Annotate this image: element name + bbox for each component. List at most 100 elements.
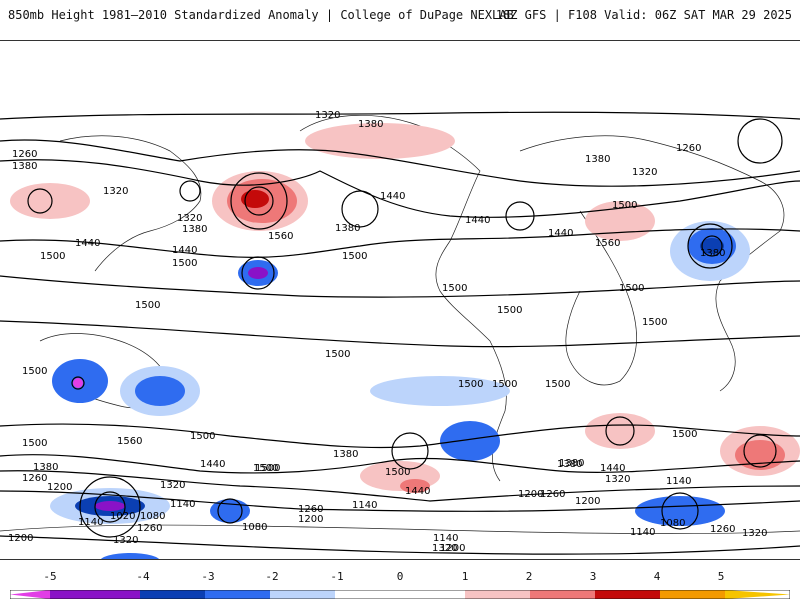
contour-label: 1200 <box>47 482 72 493</box>
contour-label: 1320 <box>177 213 202 224</box>
contour-label: 1380 <box>182 224 207 235</box>
contour-label: 1380 <box>585 154 610 165</box>
contour-label: 1260 <box>22 473 47 484</box>
contour-label: 1380 <box>12 161 37 172</box>
colorbar-pos3 <box>595 590 660 599</box>
contour-label: 1560 <box>268 231 293 242</box>
colorbar-pos-tip <box>725 590 790 599</box>
contour-label: 1140 <box>78 517 103 528</box>
contour-label: 1140 <box>433 533 458 544</box>
colorbar-pos4 <box>660 590 725 599</box>
contour-label: 1440 <box>405 486 430 497</box>
contour-label: 1560 <box>595 238 620 249</box>
contour-label: 1200 <box>298 514 323 525</box>
contour-label: 1080 <box>242 522 267 533</box>
contour-labels: 1320 1380 1260 1380 1320 1320 1380 1560 … <box>8 110 767 554</box>
contour-label: 1320 <box>315 110 340 121</box>
contour-label: 1380 <box>559 458 584 469</box>
contour-label: 1500 <box>342 251 367 262</box>
colorbar-zero <box>335 590 465 599</box>
pos-anomaly-southeast-core <box>735 440 785 470</box>
contour-label: 1500 <box>497 305 522 316</box>
pos-anomaly-west-europe <box>10 183 90 219</box>
contour-label: 1500 <box>190 431 215 442</box>
contour-label: 1140 <box>630 527 655 538</box>
legend-tick: -3 <box>201 570 215 583</box>
contour-label: 1500 <box>672 429 697 440</box>
neg-anomaly-southern-ocean-west-peak <box>95 501 125 511</box>
pos-anomaly-pacific-peak <box>241 190 269 208</box>
contour-label: 1500 <box>253 463 278 474</box>
contour-label: 1380 <box>33 462 58 473</box>
legend-tick: 5 <box>717 570 725 583</box>
pos-anomaly-south-atlantic-core <box>400 479 430 493</box>
chart-title: 850mb Height 1981–2010 Standardized Anom… <box>8 8 514 22</box>
legend-tick: 0 <box>396 570 404 583</box>
legend-tick: -4 <box>136 570 150 583</box>
pos-anomaly-arctic <box>305 123 455 159</box>
contour-label: 1500 <box>40 251 65 262</box>
contour-label: 1320 <box>103 186 128 197</box>
contour-label: 1320 <box>632 167 657 178</box>
contour-label: 1260 <box>676 143 701 154</box>
neg-anomaly-indian-core <box>73 378 83 388</box>
contour-label: 1260 <box>12 149 37 160</box>
contour-label: 1200 <box>8 533 33 544</box>
contour-label: 1140 <box>666 476 691 487</box>
legend-tick: 4 <box>653 570 661 583</box>
contour-label: 1260 <box>137 523 162 534</box>
contour-label: 1500 <box>642 317 667 328</box>
contour-label: 1500 <box>325 349 350 360</box>
height-contours <box>0 111 800 555</box>
contour-label: 1440 <box>548 228 573 239</box>
anomaly-map: 1320 1380 1260 1380 1320 1320 1380 1560 … <box>0 40 800 560</box>
contour-label: 1380 <box>557 459 582 470</box>
contour-label: 1200 <box>575 496 600 507</box>
map-svg: 1320 1380 1260 1380 1320 1320 1380 1560 … <box>0 110 800 559</box>
contour-label: 1080 <box>660 518 685 529</box>
contour-label: 1500 <box>545 379 570 390</box>
contour-label: 1320 <box>160 480 185 491</box>
contour-label: 1440 <box>600 463 625 474</box>
contour-label: 1380 <box>335 223 360 234</box>
contour-label: 1500 <box>172 258 197 269</box>
contour-label: 1140 <box>352 500 377 511</box>
contour-label: 1260 <box>540 489 565 500</box>
colorbar-neg1 <box>270 590 335 599</box>
contour-label: 1020 <box>110 511 135 522</box>
legend-tick: 3 <box>589 570 597 583</box>
contour-label: 1500 <box>492 379 517 390</box>
contour-label: 1260 <box>710 524 735 535</box>
contour-label: 1140 <box>170 499 195 510</box>
contour-label: 1500 <box>22 366 47 377</box>
contour-label: 1500 <box>22 438 47 449</box>
contour-label: 1440 <box>172 245 197 256</box>
colorbar-pos1 <box>465 590 530 599</box>
legend-tick: -2 <box>265 570 279 583</box>
contour-label: 1500 <box>255 463 280 474</box>
contour-label: 1440 <box>380 191 405 202</box>
contour-label: 1440 <box>200 459 225 470</box>
colorbar-legend: -5 -4 -3 -2 -1 0 1 2 3 4 5 <box>0 568 800 600</box>
contour-label: 1500 <box>442 283 467 294</box>
neg-anomaly-tropical-atlantic <box>370 376 510 406</box>
contour-label: 1380 <box>333 449 358 460</box>
contour-label: 1320 <box>113 535 138 546</box>
contour-label: 1320 <box>605 474 630 485</box>
legend-tick: 1 <box>461 570 469 583</box>
contour-label: 1500 <box>458 379 483 390</box>
contour-label: 1200 <box>518 489 543 500</box>
contour-label: 1320 <box>432 543 457 554</box>
anomaly-shading <box>10 123 800 559</box>
pos-anomaly-south-indian <box>585 413 655 449</box>
contour-label: 1440 <box>465 215 490 226</box>
neg-anomaly-east-asia-peak <box>700 238 724 254</box>
neg-anomaly-antarctic <box>100 553 160 559</box>
header: 850mb Height 1981–2010 Standardized Anom… <box>0 0 800 30</box>
legend-tick: -1 <box>330 570 344 583</box>
colorbar-neg3 <box>140 590 205 599</box>
neg-anomaly-south-america <box>440 421 500 461</box>
contour-label: 1440 <box>75 238 100 249</box>
contour-label: 1380 <box>700 248 725 259</box>
colorbar-pos2 <box>530 590 595 599</box>
